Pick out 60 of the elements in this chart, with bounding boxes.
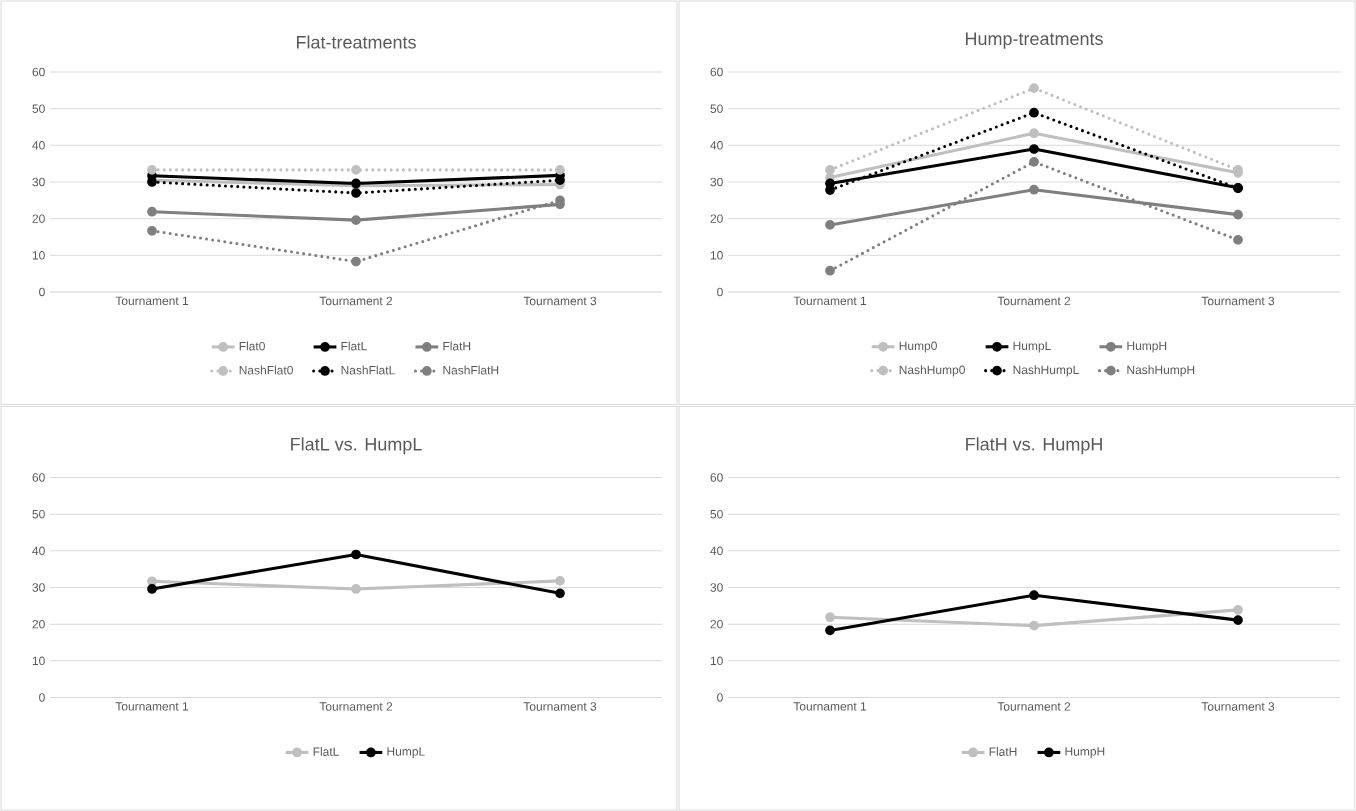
x-tick-label: Tournament 3 [1201,296,1275,306]
legend-label: NashHumpH [1127,365,1195,377]
x-tick-label: Tournament 2 [997,702,1071,711]
y-tick-label: 40 [710,141,723,150]
y-tick-label: 20 [32,619,45,629]
y-tick-label: 0 [717,287,723,297]
y-tick-label: 20 [32,214,45,223]
x-tick-label: Tournament 2 [319,702,393,711]
chart-title: Hump-treatments [965,32,1103,49]
legend-label: Flat0 [239,341,265,351]
y-tick-label: 60 [710,67,723,77]
y-tick-label: 50 [710,509,723,519]
x-tick-label: Tournament 2 [319,296,393,306]
y-tick-label: 10 [32,251,45,260]
y-tick-label: 10 [710,656,723,666]
x-tick-label: Tournament 1 [793,702,867,711]
legend-label: NashFlatH [443,365,499,375]
legend-label: NashHump0 [899,365,965,377]
legend-label: HumpL [1013,341,1051,353]
y-tick-label: 40 [710,546,723,556]
y-tick-label: 50 [32,509,45,519]
legend-label: Hump0 [899,341,937,353]
y-tick-label: 20 [710,214,723,223]
y-tick-label: 30 [32,177,45,187]
legend-label: FlatL [341,341,367,351]
x-tick-label: Tournament 3 [523,296,597,306]
legend-label: NashFlat0 [239,365,293,375]
legend-label: NashFlatL [341,365,395,375]
legend-label: FlatH [443,341,471,351]
y-tick-label: 60 [710,473,723,482]
y-tick-label: 0 [717,693,723,702]
y-tick-label: 10 [710,251,723,260]
legend-label: FlatL [313,747,339,756]
legend-label: HumpH [1127,341,1167,353]
legend-label: HumpL [387,747,425,759]
x-tick-label: Tournament 2 [997,296,1071,306]
y-tick-label: 60 [32,473,45,482]
x-tick-label: Tournament 3 [523,702,597,711]
y-tick-label: 30 [710,583,723,592]
legend-label: NashHumpL [1013,365,1079,377]
y-tick-label: 10 [32,656,45,666]
y-tick-label: 60 [32,67,45,77]
legend-label: HumpH [1065,747,1105,759]
y-tick-label: 20 [710,619,723,629]
x-tick-label: Tournament 1 [115,702,189,711]
legend-label: FlatH [989,747,1017,756]
x-tick-label: Tournament 3 [1201,702,1275,711]
y-tick-label: 50 [710,104,723,113]
x-tick-label: Tournament 1 [115,296,189,306]
y-tick-label: 0 [39,693,45,702]
y-tick-label: 0 [39,287,45,297]
y-tick-label: 40 [32,546,45,556]
y-tick-label: 50 [32,104,45,113]
x-tick-label: Tournament 1 [793,296,867,306]
chart-title: FlatH vs. HumpH [966,437,1102,455]
y-tick-label: 30 [32,583,45,592]
chart-title: Flat-treatments [296,35,416,49]
chart-title: FlatL vs. HumpL [291,437,422,455]
y-tick-label: 30 [710,177,723,187]
y-tick-label: 40 [32,141,45,150]
